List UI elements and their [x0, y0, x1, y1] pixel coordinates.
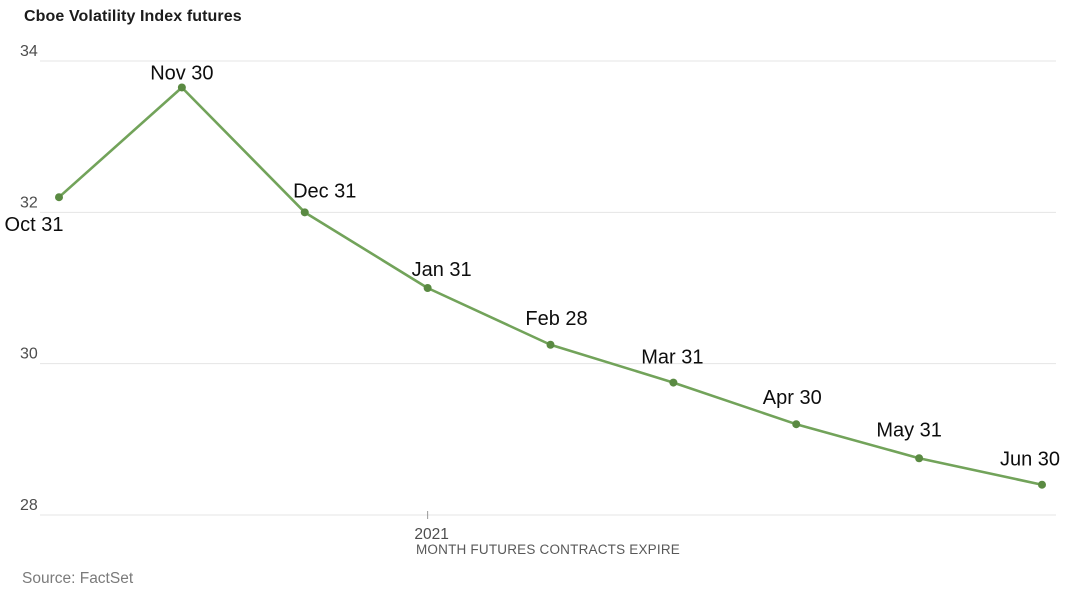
x-axis-label: MONTH FUTURES CONTRACTS EXPIRE	[416, 542, 680, 557]
y-tick-label: 34	[20, 43, 38, 60]
y-tick-label: 28	[20, 497, 38, 514]
point-label: Oct 31	[5, 214, 64, 236]
point-label: Jan 31	[412, 259, 472, 281]
point-label: Nov 30	[150, 62, 213, 84]
point-label: Dec 31	[293, 180, 356, 202]
y-tick-label: 32	[20, 194, 38, 211]
point-label: Feb 28	[525, 308, 587, 330]
data-point	[915, 454, 924, 463]
data-point	[1038, 480, 1046, 489]
point-label: Jun 30	[1000, 449, 1060, 471]
data-point	[669, 378, 678, 387]
data-point	[423, 284, 432, 292]
data-point	[177, 83, 186, 92]
point-label: Apr 30	[763, 387, 822, 409]
source-note: Source: FactSet	[22, 570, 134, 587]
point-label: May 31	[876, 419, 942, 441]
chart-title: Cboe Volatility Index futures	[24, 8, 242, 25]
data-point	[792, 420, 801, 429]
y-tick-label: 30	[20, 346, 38, 363]
year-label: 2021	[414, 526, 448, 543]
data-point	[546, 340, 555, 349]
data-point	[300, 208, 309, 217]
point-label: Mar 31	[641, 347, 703, 369]
data-point	[55, 193, 63, 202]
